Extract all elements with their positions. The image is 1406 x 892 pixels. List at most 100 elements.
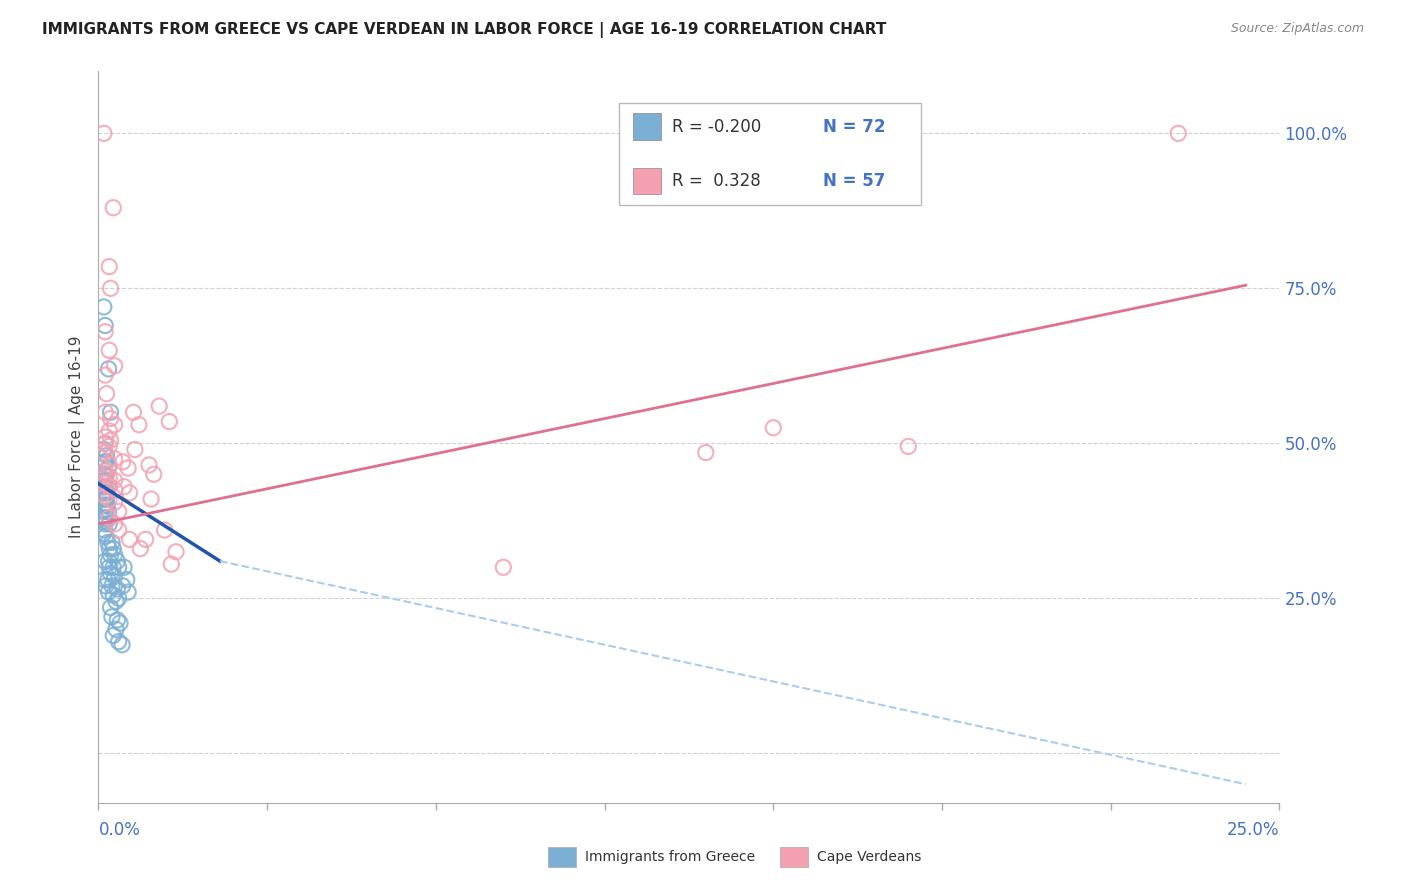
Point [129,541,152,556]
Point [93,526,115,541]
Point [94,516,117,531]
Point [492,560,515,574]
Point [94,480,117,494]
Point [104,483,127,497]
Point [118,533,141,547]
Point [165,545,187,559]
Point [103,541,125,556]
Point [96,386,118,401]
Point [98,260,121,274]
Point [94,491,117,506]
Point [94,554,117,568]
Point [100,566,122,581]
Point [111,455,134,469]
Point [107,560,129,574]
Point [104,451,127,466]
Point [100,281,122,295]
Point [93,491,115,506]
Point [117,461,139,475]
Point [105,582,128,596]
Point [96,498,118,512]
Y-axis label: In Labor Force | Age 16-19: In Labor Force | Age 16-19 [69,335,86,539]
Text: Source: ZipAtlas.com: Source: ZipAtlas.com [1230,22,1364,36]
Point [94,489,117,503]
Point [94,498,117,512]
Point [93,504,115,518]
Point [104,594,127,608]
Text: R =  0.328: R = 0.328 [672,172,761,190]
Point [98,491,121,506]
Point [94,529,117,543]
Point [1167,126,1189,140]
Point [97,554,120,568]
Point [97,480,120,494]
Point [135,533,157,547]
Point [94,405,117,419]
Point [100,433,122,447]
Point [98,424,121,438]
Point [98,458,121,472]
Point [93,467,115,482]
Point [98,510,121,524]
Point [104,516,127,531]
Point [94,318,117,333]
Point [103,628,125,642]
Point [139,491,162,506]
Point [94,579,117,593]
Point [94,486,117,500]
Point [100,600,122,615]
Point [148,399,170,413]
Text: Immigrants from Greece: Immigrants from Greece [585,850,755,864]
Point [94,467,117,482]
Point [96,467,118,482]
Point [112,480,135,494]
Text: 0.0%: 0.0% [98,822,141,839]
Point [111,638,134,652]
Point [157,415,180,429]
Point [138,458,160,472]
Point [93,300,115,314]
Point [96,449,118,463]
Point [107,504,129,518]
Point [94,510,117,524]
Point [100,405,122,419]
Point [124,442,146,457]
Point [96,491,118,506]
Point [93,442,115,457]
Point [117,585,139,599]
Point [94,445,117,459]
Point [98,343,121,358]
Point [103,201,125,215]
Point [93,474,115,488]
Point [97,585,120,599]
Point [104,622,127,636]
Point [93,573,115,587]
Point [695,445,717,459]
Point [104,548,127,562]
Text: N = 57: N = 57 [823,172,884,190]
Text: IMMIGRANTS FROM GREECE VS CAPE VERDEAN IN LABOR FORCE | AGE 16-19 CORRELATION CH: IMMIGRANTS FROM GREECE VS CAPE VERDEAN I… [42,22,887,38]
Point [97,461,120,475]
Point [98,516,121,531]
Point [98,560,121,574]
Point [104,495,127,509]
Text: Cape Verdeans: Cape Verdeans [817,850,921,864]
Point [93,455,115,469]
Point [98,470,121,484]
Point [93,523,115,537]
Point [97,535,120,549]
Point [94,474,117,488]
Point [105,613,128,627]
Point [153,523,176,537]
Point [101,579,124,593]
Point [107,634,129,648]
Point [103,588,125,602]
Point [107,591,129,606]
Point [94,368,117,383]
Point [897,439,920,453]
Point [100,548,122,562]
Point [118,486,141,500]
Point [128,417,150,432]
Point [93,514,115,528]
Point [115,573,138,587]
